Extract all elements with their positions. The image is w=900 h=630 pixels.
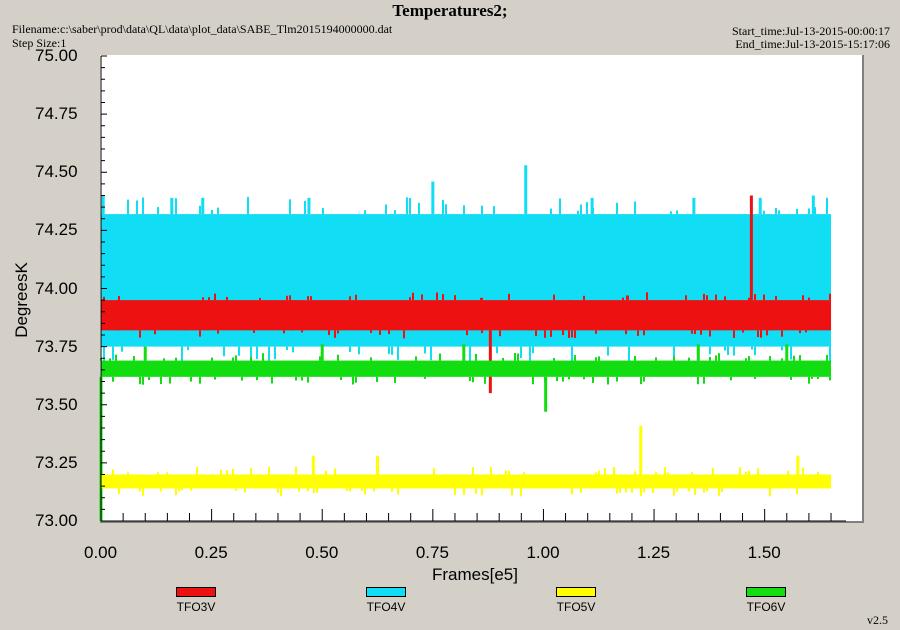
legend-item-tfo6v: TFO6V bbox=[726, 587, 806, 614]
y-tick-label: 74.75 bbox=[35, 104, 78, 124]
y-tick-label: 75.00 bbox=[35, 46, 78, 65]
y-tick-label: 74.50 bbox=[35, 162, 78, 182]
version-label: v2.5 bbox=[867, 613, 888, 627]
x-tick-label: 1.25 bbox=[637, 543, 671, 562]
legend-item-tfo4v: TFO4V bbox=[346, 587, 426, 614]
y-tick-label: 73.25 bbox=[35, 452, 78, 472]
legend-swatch-tfo4v bbox=[366, 587, 406, 597]
legend-label-tfo6v: TFO6V bbox=[746, 600, 786, 614]
y-axis-label: DegreesK bbox=[11, 262, 31, 338]
y-tick-label: 73.00 bbox=[35, 511, 78, 530]
legend-swatch-tfo6v bbox=[746, 587, 786, 597]
y-tick-label: 73.75 bbox=[35, 336, 78, 356]
legend-swatch-tfo5v bbox=[556, 587, 596, 597]
x-tick-label: 0.25 bbox=[194, 543, 228, 562]
filename-label: Filename:c:\saber\prod\data\QL\data\plot… bbox=[12, 22, 393, 36]
x-tick-label: 0.75 bbox=[415, 543, 449, 562]
x-axis-label: Frames[e5] bbox=[432, 565, 518, 584]
series-band-tfo3v bbox=[101, 300, 832, 331]
series-band-tfo5v bbox=[101, 474, 832, 489]
chart-title: Temperatures2; bbox=[392, 1, 508, 20]
legend-item-tfo5v: TFO5V bbox=[536, 587, 616, 614]
x-tick-label: 1.50 bbox=[747, 543, 781, 562]
legend-label-tfo5v: TFO5V bbox=[556, 600, 596, 614]
legend-item-tfo3v: TFO3V bbox=[156, 587, 236, 614]
x-tick-label: 1.00 bbox=[526, 543, 560, 562]
start-time-label: Start_time:Jul-13-2015-00:00:17 bbox=[732, 24, 890, 38]
step-size-label: Step Size:1 bbox=[12, 36, 67, 50]
series-tfo6v bbox=[99, 344, 832, 521]
legend-label-tfo4v: TFO4V bbox=[366, 600, 406, 614]
series-tfo3v bbox=[101, 195, 832, 394]
legend-swatch-tfo3v bbox=[176, 587, 216, 597]
y-tick-label: 74.25 bbox=[35, 220, 78, 240]
x-tick-label: 0.00 bbox=[84, 543, 118, 562]
end-time-label: End_time:Jul-13-2015-15:17:06 bbox=[735, 37, 890, 51]
y-tick-label: 74.00 bbox=[35, 278, 78, 298]
series-tfo5v bbox=[101, 425, 832, 497]
y-tick-label: 73.50 bbox=[35, 394, 78, 414]
x-tick-label: 0.50 bbox=[305, 543, 339, 562]
legend-label-tfo3v: TFO3V bbox=[176, 600, 216, 614]
series-band-tfo6v bbox=[101, 360, 832, 377]
